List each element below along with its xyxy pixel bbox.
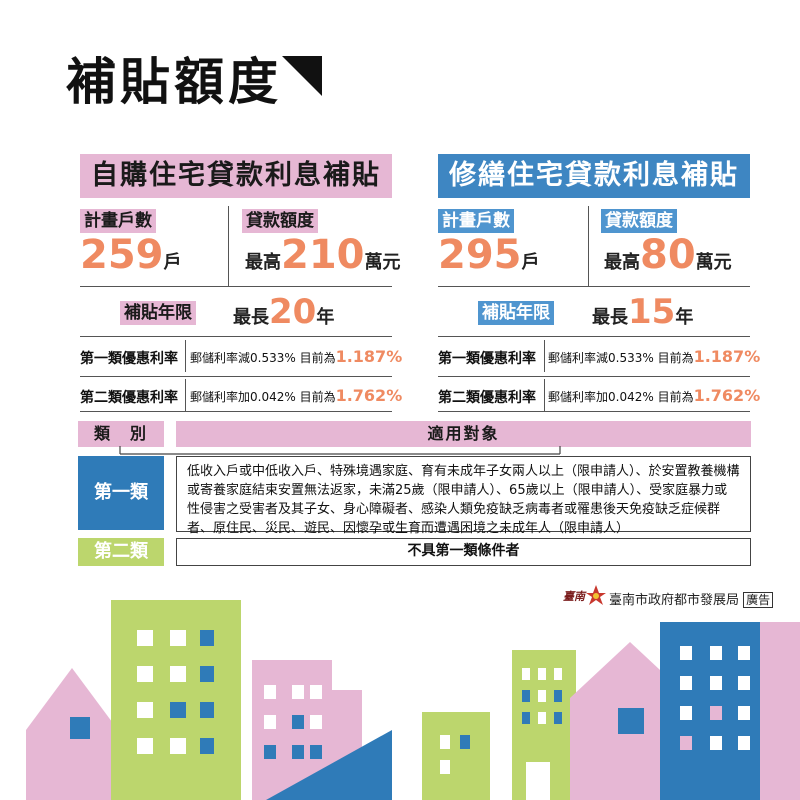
right-rate1-label: 第一類優惠利率 [438,351,536,367]
right-loan-label: 貸款額度 [601,209,677,233]
right-households-value: 295 [438,232,522,278]
right-years-label: 補貼年限 [478,301,554,325]
right-loan-value: 80 [640,232,696,278]
right-loan-prefix: 最高 [604,252,640,273]
left-rate1-text: 郵儲利率減0.533% 目前為 [190,351,336,365]
right-years-unit: 年 [675,307,694,328]
class2-label: 第二類 [78,538,164,566]
table-header-target: 適用對象 [176,421,751,447]
divider [80,376,392,377]
left-years-label: 補貼年限 [120,301,196,325]
divider [438,376,750,377]
right-rate2-label: 第二類優惠利率 [438,390,536,406]
left-rate2-label: 第二類優惠利率 [80,390,178,406]
left-years-prefix: 最長 [233,307,269,328]
page-title: 補貼額度 [66,53,282,111]
left-loan-value: 210 [281,232,365,278]
divider [438,336,750,337]
left-households-value: 259 [80,232,164,278]
left-rate1: 郵儲利率減0.533% 目前為1.187% [190,347,402,366]
left-years-value: 20 [269,292,317,332]
agency-name: 臺南市政府都市發展局 [609,593,740,608]
left-loan-label: 貸款額度 [242,209,318,233]
right-loan-unit: 萬元 [695,252,732,273]
left-households-unit: 戶 [163,252,182,273]
left-households-label: 計畫戶數 [80,209,156,233]
tainan-logo-icon [586,585,606,605]
divider [80,411,392,412]
right-households: 295戶 [438,232,540,278]
left-panel-heading: 自購住宅貸款利息補貼 [80,154,392,198]
left-loan: 最高210萬元 [245,232,401,278]
right-households-unit: 戶 [521,252,540,273]
left-rate2-text: 郵儲利率加0.042% 目前為 [190,390,336,404]
divider [544,379,545,411]
right-rate1: 郵儲利率減0.533% 目前為1.187% [548,347,760,366]
divider [80,286,392,287]
class1-description: 低收入戶或中低收入戶、特殊境遇家庭、育有未成年子女兩人以上（限申請人）、於安置教… [176,456,751,536]
left-loan-unit: 萬元 [364,252,401,273]
left-rate1-value: 1.187% [335,347,403,366]
right-loan: 最高80萬元 [604,232,732,278]
divider [80,336,392,337]
right-rate2-text: 郵儲利率加0.042% 目前為 [548,390,694,404]
left-years-unit: 年 [316,307,335,328]
divider [588,206,589,286]
divider [438,411,750,412]
right-rate2: 郵儲利率加0.042% 目前為1.762% [548,386,760,405]
tainan-logo-text: 臺南 [563,590,585,603]
left-loan-prefix: 最高 [245,252,281,273]
right-panel-heading: 修繕住宅貸款利息補貼 [438,154,750,198]
class2-description: 不具第一類條件者 [176,538,751,566]
table-header-category: 類 別 [78,421,164,447]
connector-lines [119,446,561,455]
left-rate2: 郵儲利率加0.042% 目前為1.762% [190,386,402,405]
corner-arrow-icon [282,56,322,96]
left-rate1-label: 第一類優惠利率 [80,351,178,367]
right-years: 最長15年 [592,292,693,332]
left-rate2-value: 1.762% [335,386,403,405]
left-years: 最長20年 [233,292,334,332]
footer: 臺南市政府都市發展局 廣告 [609,589,774,608]
right-households-label: 計畫戶數 [438,209,514,233]
right-years-prefix: 最長 [592,307,628,328]
divider [185,379,186,411]
right-rate1-text: 郵儲利率減0.533% 目前為 [548,351,694,365]
right-rate1-value: 1.187% [693,347,761,366]
city-illustration [26,600,800,800]
right-years-value: 15 [628,292,676,332]
divider [185,340,186,372]
divider [544,340,545,372]
class1-label: 第一類 [78,456,164,530]
divider [438,286,750,287]
ad-badge: 廣告 [743,592,774,608]
divider [228,206,229,286]
left-households: 259戶 [80,232,182,278]
right-rate2-value: 1.762% [693,386,761,405]
